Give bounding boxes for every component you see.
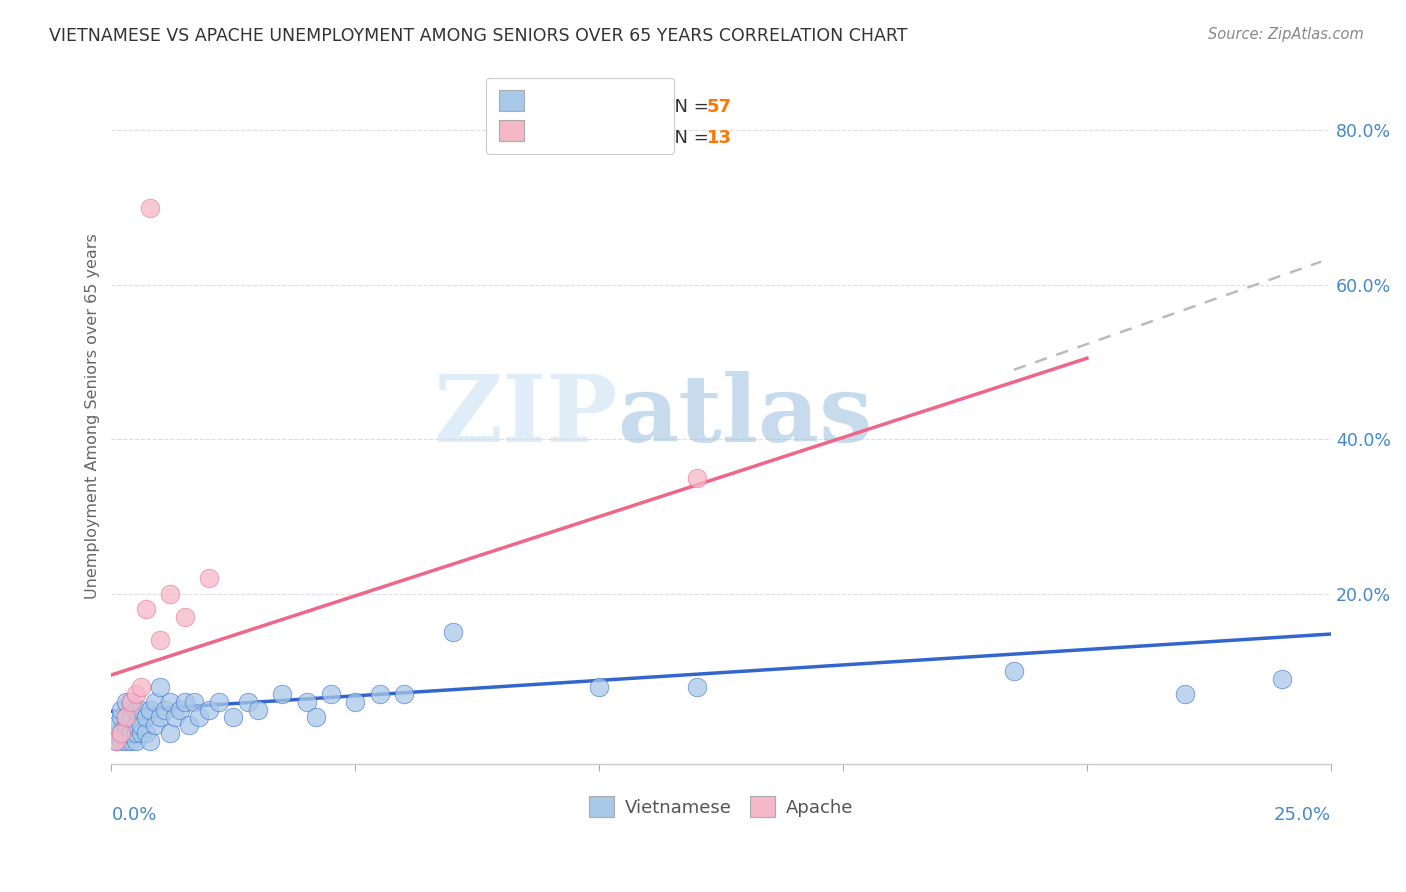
Point (115, 726, 138, 740)
Point (110, 733, 132, 747)
Point (183, 695, 205, 709)
Point (143, 695, 166, 709)
Text: ZIP: ZIP (433, 371, 617, 461)
Point (105, 733, 128, 747)
Text: atlas: atlas (617, 371, 873, 461)
Point (105, 726, 128, 740)
Text: R =: R = (558, 98, 596, 117)
Point (173, 610, 195, 624)
Point (110, 703, 132, 717)
Text: 57: 57 (707, 98, 731, 117)
Point (392, 687, 415, 701)
Point (159, 587, 181, 601)
Point (149, 710, 172, 724)
Point (1002, 664, 1025, 678)
Point (236, 695, 259, 709)
Point (135, 726, 157, 740)
Legend: Vietnamese, Apache: Vietnamese, Apache (582, 789, 860, 824)
Point (686, 471, 709, 485)
Point (125, 718, 148, 732)
Point (115, 733, 138, 747)
Point (139, 733, 162, 747)
Point (319, 687, 342, 701)
Text: R =: R = (558, 129, 596, 147)
Point (120, 710, 142, 724)
Point (115, 718, 138, 732)
Text: 0.499: 0.499 (595, 129, 651, 147)
Text: 0.305: 0.305 (595, 98, 651, 117)
Point (129, 726, 152, 740)
Text: 13: 13 (707, 129, 731, 147)
Point (198, 703, 221, 717)
Point (135, 710, 157, 724)
Text: 25.0%: 25.0% (1274, 805, 1331, 823)
Point (115, 695, 138, 709)
Point (120, 726, 142, 740)
Point (110, 726, 132, 740)
Text: 0.0%: 0.0% (111, 805, 157, 823)
Text: Source: ZipAtlas.com: Source: ZipAtlas.com (1208, 27, 1364, 42)
Point (208, 695, 231, 709)
Point (120, 695, 142, 709)
Point (163, 710, 186, 724)
Point (143, 718, 166, 732)
Point (135, 602, 157, 616)
Point (129, 718, 152, 732)
Point (115, 710, 138, 724)
Point (125, 687, 148, 701)
Point (105, 718, 128, 732)
Point (125, 726, 148, 740)
Point (222, 710, 245, 724)
Text: N =: N = (662, 98, 714, 117)
Point (129, 680, 152, 694)
Point (105, 733, 128, 747)
Point (198, 571, 221, 585)
Point (149, 633, 172, 648)
Point (179, 718, 201, 732)
Point (110, 710, 132, 724)
Point (125, 733, 148, 747)
Point (271, 687, 294, 701)
Point (188, 710, 211, 724)
Point (139, 201, 162, 215)
Point (169, 703, 191, 717)
Point (115, 710, 138, 724)
Point (159, 726, 181, 740)
Point (1271, 672, 1294, 686)
Point (125, 703, 148, 717)
Text: N =: N = (662, 129, 714, 147)
Point (344, 695, 367, 709)
Point (159, 695, 181, 709)
Point (173, 695, 195, 709)
Point (686, 680, 709, 694)
Point (110, 726, 132, 740)
Point (1173, 687, 1195, 701)
Point (139, 703, 162, 717)
Point (305, 710, 328, 724)
Point (120, 733, 142, 747)
Point (129, 703, 152, 717)
Point (295, 695, 318, 709)
Point (441, 625, 464, 640)
Point (149, 680, 172, 694)
Point (246, 703, 269, 717)
Text: VIETNAMESE VS APACHE UNEMPLOYMENT AMONG SENIORS OVER 65 YEARS CORRELATION CHART: VIETNAMESE VS APACHE UNEMPLOYMENT AMONG … (49, 27, 908, 45)
Point (120, 695, 142, 709)
Point (588, 680, 610, 694)
Point (368, 687, 391, 701)
Point (153, 703, 176, 717)
Y-axis label: Unemployment Among Seniors over 65 years: Unemployment Among Seniors over 65 years (86, 234, 100, 599)
